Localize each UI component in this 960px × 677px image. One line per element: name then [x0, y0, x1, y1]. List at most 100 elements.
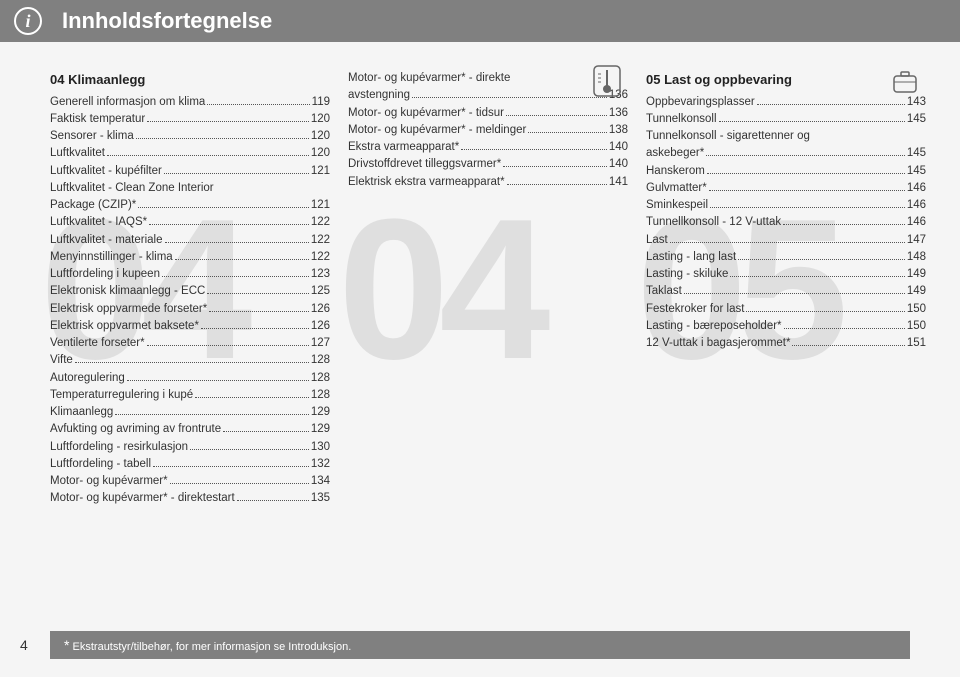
- toc-label: Sensorer - klima: [50, 128, 134, 145]
- toc-entry: Autoregulering128: [50, 370, 330, 387]
- toc-label: Luftkvalitet: [50, 145, 105, 162]
- toc-dots: [784, 328, 905, 329]
- toc-page: 119: [312, 94, 330, 111]
- toc-label: Ventilerte forseter*: [50, 335, 145, 352]
- toc-page: 128: [311, 352, 330, 369]
- toc-dots: [115, 414, 309, 415]
- toc-entry: Elektrisk oppvarmede forseter*126: [50, 301, 330, 318]
- toc-label: Tunnelkonsoll: [646, 111, 717, 128]
- toc-label: Motor- og kupévarmer* - meldinger: [348, 122, 526, 139]
- toc-entry: Lasting - lang last148: [646, 249, 926, 266]
- toc-dots: [706, 155, 905, 156]
- toc-dots: [783, 224, 905, 225]
- toc-page: 121: [311, 163, 330, 180]
- toc-label: Festekroker for last: [646, 301, 744, 318]
- toc-label: Elektrisk ekstra varmeapparat*: [348, 174, 505, 191]
- toc-label: Klimaanlegg: [50, 404, 113, 421]
- toc-label: Luftfordeling - tabell: [50, 456, 151, 473]
- toc-entry: Motor- og kupévarmer* - meldinger138: [348, 122, 628, 139]
- toc-label: Avfukting og avriming av frontrute: [50, 421, 221, 438]
- toc-label: Lasting - skiluke: [646, 266, 728, 283]
- toc-entry: Luftfordeling - tabell132: [50, 456, 330, 473]
- toc-dots: [164, 173, 309, 174]
- toc-entry: Motor- og kupévarmer* - tidsur136: [348, 105, 628, 122]
- toc-entry: Luftkvalitet - IAQS*122: [50, 214, 330, 231]
- toc-dots: [719, 121, 905, 122]
- toc-label: Menyinnstillinger - klima: [50, 249, 173, 266]
- toc-label: Tunnellkonsoll - 12 V-uttak: [646, 214, 781, 231]
- toc-entry: Sminkespeil146: [646, 197, 926, 214]
- toc-label: Elektrisk oppvarmede forseter*: [50, 301, 207, 318]
- toc-entry: Faktisk temperatur120: [50, 111, 330, 128]
- toc-dots: [162, 276, 309, 277]
- thermometer-icon: [592, 64, 622, 100]
- toc-page: 121: [311, 197, 330, 214]
- toc-entry: Motor- og kupévarmer* - direkte: [348, 70, 628, 87]
- toc-label: Oppbevaringsplasser: [646, 94, 755, 111]
- toc-list-3: Oppbevaringsplasser143Tunnelkonsoll145Tu…: [646, 94, 926, 353]
- toc-entry: Luftfordeling i kupeen123: [50, 266, 330, 283]
- toc-page: 129: [311, 421, 330, 438]
- toc-entry: Hanskerom145: [646, 163, 926, 180]
- toc-page: 128: [311, 387, 330, 404]
- page-header: i Innholdsfortegnelse: [0, 0, 960, 42]
- toc-dots: [107, 155, 309, 156]
- toc-dots: [223, 431, 309, 432]
- toc-entry: Tunnelkonsoll145: [646, 111, 926, 128]
- section-title-05: 05 Last og oppbevaring: [646, 70, 926, 90]
- toc-dots: [207, 104, 309, 105]
- footnote-bar: * Ekstrautstyr/tilbehør, for mer informa…: [50, 631, 910, 659]
- footnote-text: Ekstrautstyr/tilbehør, for mer informasj…: [73, 641, 352, 653]
- toc-dots: [149, 224, 309, 225]
- toc-label: Motor- og kupévarmer* - direkte: [348, 70, 510, 87]
- toc-dots: [461, 149, 607, 150]
- toc-label: Motor- og kupévarmer* - tidsur: [348, 105, 504, 122]
- toc-dots: [153, 466, 309, 467]
- toc-page: 134: [311, 473, 330, 490]
- toc-dots: [201, 328, 309, 329]
- footnote-star: *: [64, 637, 69, 653]
- toc-label: avstengning: [348, 87, 410, 104]
- toc-column-3: 05 05 Last og oppbevaring Oppbevaringspl…: [646, 70, 926, 508]
- toc-entry: Oppbevaringsplasser143: [646, 94, 926, 111]
- toc-dots: [127, 380, 309, 381]
- toc-page: 150: [907, 301, 926, 318]
- toc-entry: Luftfordeling - resirkulasjon130: [50, 439, 330, 456]
- toc-label: Elektrisk oppvarmet baksete*: [50, 318, 199, 335]
- toc-page: 126: [311, 318, 330, 335]
- toc-page: 151: [907, 335, 926, 352]
- toc-label: Luftkvalitet - kupéfilter: [50, 163, 162, 180]
- toc-entry: Luftkvalitet 120: [50, 145, 330, 162]
- toc-page: 130: [311, 439, 330, 456]
- toc-entry: 12 V-uttak i bagasjerommet*151: [646, 335, 926, 352]
- header-title: Innholdsfortegnelse: [62, 8, 272, 34]
- toc-entry: Ekstra varmeapparat*140: [348, 139, 628, 156]
- toc-entry: Motor- og kupévarmer*134: [50, 473, 330, 490]
- toc-label: Faktisk temperatur: [50, 111, 145, 128]
- toc-page: 127: [311, 335, 330, 352]
- toc-entry: Motor- og kupévarmer* - direktestart135: [50, 490, 330, 507]
- toc-page: 122: [311, 249, 330, 266]
- toc-label: Lasting - lang last: [646, 249, 736, 266]
- toc-dots: [237, 500, 309, 501]
- toc-label: Lasting - bæreposeholder*: [646, 318, 782, 335]
- toc-dots: [412, 97, 607, 98]
- toc-label: Last: [646, 232, 668, 249]
- toc-entry: Luftkvalitet - kupéfilter 121: [50, 163, 330, 180]
- toc-entry: Lasting - skiluke149: [646, 266, 926, 283]
- toc-dots: [165, 242, 309, 243]
- toc-list-2: Motor- og kupévarmer* - direkteavstengni…: [348, 70, 628, 191]
- toc-entry: Taklast149: [646, 283, 926, 300]
- toc-dots: [707, 173, 905, 174]
- watermark-04b: 04: [338, 190, 540, 390]
- section-title-04: 04 Klimaanlegg: [50, 70, 330, 90]
- toc-entry: Tunnelkonsoll - sigarettenner og: [646, 128, 926, 145]
- toc-page: 146: [907, 214, 926, 231]
- toc-dots: [147, 121, 309, 122]
- toc-dots: [730, 276, 904, 277]
- toc-label: Luftfordeling i kupeen: [50, 266, 160, 283]
- toc-dots: [190, 449, 309, 450]
- toc-page: 120: [311, 145, 330, 162]
- toc-dots: [207, 293, 309, 294]
- toc-page: 135: [311, 490, 330, 507]
